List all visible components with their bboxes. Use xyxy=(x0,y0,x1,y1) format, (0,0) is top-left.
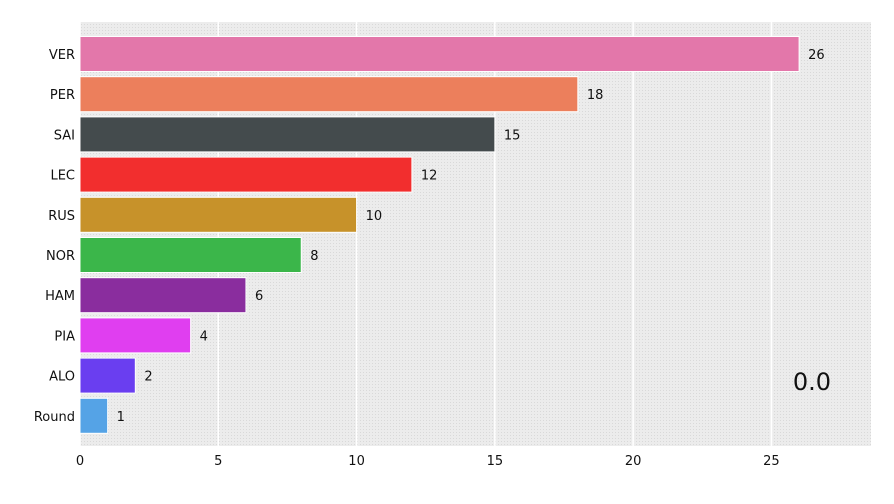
value-label: 4 xyxy=(200,329,208,344)
x-tick-label: 0 xyxy=(76,454,84,469)
value-label: 15 xyxy=(504,128,521,143)
bar-lec xyxy=(79,156,413,193)
category-label: Round xyxy=(34,410,75,425)
category-label: RUS xyxy=(48,209,75,224)
bars xyxy=(79,36,800,434)
value-label: 6 xyxy=(255,289,263,304)
value-label: 12 xyxy=(421,169,438,184)
counter-annotation: 0.0 xyxy=(793,368,831,396)
bar-ham xyxy=(79,277,247,314)
value-label: 2 xyxy=(144,370,152,385)
value-label: 10 xyxy=(366,209,383,224)
category-label: LEC xyxy=(50,169,75,184)
category-label: HAM xyxy=(45,289,75,304)
x-tick-label: 25 xyxy=(763,454,780,469)
category-label: ALO xyxy=(49,370,75,385)
value-label: 18 xyxy=(587,88,604,103)
category-label: PIA xyxy=(54,329,75,344)
x-tick-label: 5 xyxy=(214,454,222,469)
category-label: SAI xyxy=(54,128,75,143)
bar-alo xyxy=(79,357,136,394)
value-labels: 26 18 15 12 10 8 6 4 2 1 xyxy=(117,48,825,425)
value-label: 26 xyxy=(808,48,825,63)
bar-per xyxy=(79,76,579,113)
bar-pia xyxy=(79,317,192,354)
bar-round xyxy=(79,397,109,434)
category-label: PER xyxy=(50,88,75,103)
value-label: 8 xyxy=(310,249,318,264)
category-label: VER xyxy=(49,48,75,63)
category-label: NOR xyxy=(46,249,75,264)
x-tick-label: 20 xyxy=(625,454,642,469)
bar-nor xyxy=(79,237,302,273)
x-tick-label: 10 xyxy=(348,454,365,469)
bar-rus xyxy=(79,196,358,233)
bar-sai xyxy=(79,116,496,153)
x-tick-label: 15 xyxy=(487,454,504,469)
value-label: 1 xyxy=(117,410,125,425)
bar-ver xyxy=(79,36,800,72)
category-labels: VER PER SAI LEC RUS NOR HAM PIA ALO Round xyxy=(34,48,75,425)
x-tick-labels: 0 5 10 15 20 25 xyxy=(76,454,780,469)
